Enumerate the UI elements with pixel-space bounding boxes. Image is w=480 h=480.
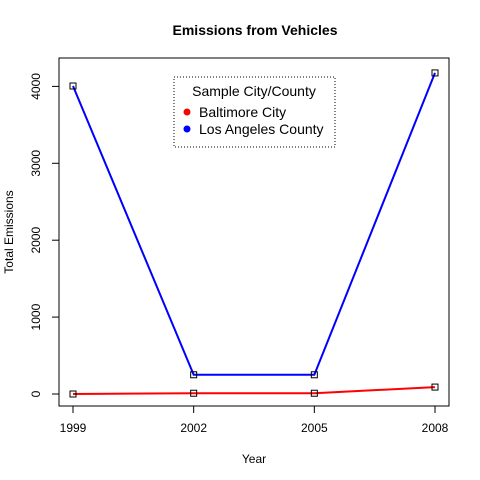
y-tick-label: 1000	[29, 303, 43, 330]
data-point	[190, 371, 198, 379]
legend-swatch	[183, 108, 191, 116]
legend-label: Los Angeles County	[199, 121, 324, 137]
x-tick-label: 2002	[180, 421, 207, 435]
x-axis: 1999 2002 2005 2008	[60, 405, 449, 435]
x-tick-label: 1999	[60, 421, 87, 435]
x-tick-label: 2008	[422, 421, 449, 435]
series-line	[72, 72, 436, 376]
data-point	[69, 82, 77, 90]
legend-swatch	[183, 125, 191, 133]
data-point	[190, 389, 198, 397]
y-tick-label: 3000	[29, 150, 43, 177]
data-point	[310, 389, 318, 397]
series-line	[72, 386, 436, 395]
y-axis-label: Total Emissions	[2, 190, 16, 273]
y-tick-label: 2000	[29, 227, 43, 254]
series-1	[69, 69, 439, 379]
x-tick-label: 2005	[301, 421, 328, 435]
legend-label: Baltimore City	[199, 104, 286, 120]
y-tick-label: 4000	[29, 73, 43, 100]
y-tick-label: 0	[29, 390, 43, 397]
series-0	[69, 383, 439, 398]
x-axis-label: Year	[242, 452, 266, 466]
series-layer	[69, 69, 439, 398]
data-point	[431, 383, 439, 391]
legend-title: Sample City/County	[192, 83, 316, 99]
chart-title: Emissions from Vehicles	[173, 22, 338, 38]
legend-box	[173, 76, 336, 148]
data-point	[310, 371, 318, 379]
data-point	[69, 390, 77, 398]
y-axis: 0 1000 2000 3000 4000	[29, 73, 60, 397]
data-point	[431, 69, 439, 77]
